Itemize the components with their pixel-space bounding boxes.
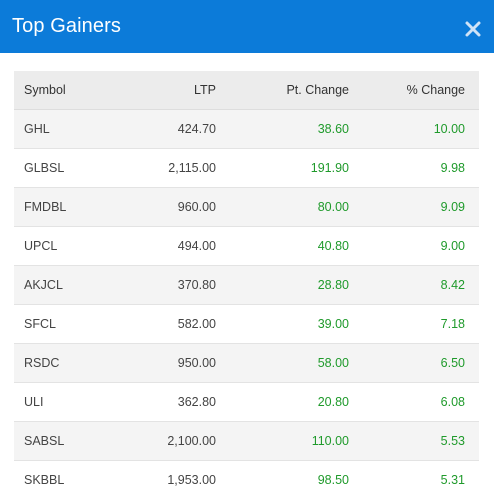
col-header-ltp[interactable]: LTP [125, 71, 230, 110]
cell-ltp: 362.80 [125, 382, 230, 422]
cell-pct-change: 9.00 [363, 226, 479, 266]
table-row[interactable]: SKBBL 1,953.00 98.50 5.31 [14, 460, 479, 498]
table-row[interactable]: GHL 424.70 38.60 10.00 [14, 109, 479, 149]
close-icon[interactable] [464, 20, 482, 38]
table-row[interactable]: RSDC 950.00 58.00 6.50 [14, 343, 479, 383]
cell-pt-change: 40.80 [230, 226, 363, 266]
cell-ltp: 370.80 [125, 265, 230, 305]
cell-pct-change: 10.00 [363, 109, 479, 149]
cell-pct-change: 9.09 [363, 187, 479, 227]
cell-pct-change: 6.50 [363, 343, 479, 383]
cell-symbol[interactable]: GLBSL [14, 148, 125, 188]
cell-pct-change: 7.18 [363, 304, 479, 344]
cell-symbol[interactable]: SFCL [14, 304, 125, 344]
table-row[interactable]: AKJCL 370.80 28.80 8.42 [14, 265, 479, 305]
cell-pt-change: 110.00 [230, 421, 363, 461]
cell-ltp: 494.00 [125, 226, 230, 266]
cell-ltp: 2,115.00 [125, 148, 230, 188]
col-header-pt-change[interactable]: Pt. Change [230, 71, 363, 110]
cell-pt-change: 28.80 [230, 265, 363, 305]
table-row[interactable]: SFCL 582.00 39.00 7.18 [14, 304, 479, 344]
table-row[interactable]: UPCL 494.00 40.80 9.00 [14, 226, 479, 266]
cell-pt-change: 98.50 [230, 460, 363, 498]
cell-ltp: 582.00 [125, 304, 230, 344]
col-header-pct-change[interactable]: % Change [363, 71, 479, 110]
cell-pct-change: 8.42 [363, 265, 479, 305]
cell-ltp: 1,953.00 [125, 460, 230, 498]
modal-title: Top Gainers [12, 15, 121, 37]
cell-pt-change: 58.00 [230, 343, 363, 383]
cell-pt-change: 20.80 [230, 382, 363, 422]
cell-symbol[interactable]: ULI [14, 382, 125, 422]
cell-symbol[interactable]: UPCL [14, 226, 125, 266]
cell-symbol[interactable]: SABSL [14, 421, 125, 461]
table-row[interactable]: SABSL 2,100.00 110.00 5.53 [14, 421, 479, 461]
table-header-row: Symbol LTP Pt. Change % Change [14, 71, 479, 110]
cell-pt-change: 38.60 [230, 109, 363, 149]
cell-ltp: 424.70 [125, 109, 230, 149]
cell-symbol[interactable]: RSDC [14, 343, 125, 383]
table-row[interactable]: FMDBL 960.00 80.00 9.09 [14, 187, 479, 227]
cell-symbol[interactable]: GHL [14, 109, 125, 149]
cell-symbol[interactable]: SKBBL [14, 460, 125, 498]
cell-symbol[interactable]: AKJCL [14, 265, 125, 305]
cell-ltp: 950.00 [125, 343, 230, 383]
cell-pct-change: 6.08 [363, 382, 479, 422]
table-row[interactable]: GLBSL 2,115.00 191.90 9.98 [14, 148, 479, 188]
modal-body: Symbol LTP Pt. Change % Change GHL 424.7… [0, 53, 494, 498]
modal-header: Top Gainers [0, 0, 494, 53]
cell-pct-change: 5.31 [363, 460, 479, 498]
cell-symbol[interactable]: FMDBL [14, 187, 125, 227]
cell-pt-change: 39.00 [230, 304, 363, 344]
cell-ltp: 960.00 [125, 187, 230, 227]
cell-pct-change: 5.53 [363, 421, 479, 461]
table-row[interactable]: ULI 362.80 20.80 6.08 [14, 382, 479, 422]
cell-pt-change: 80.00 [230, 187, 363, 227]
cell-pct-change: 9.98 [363, 148, 479, 188]
gainers-table: Symbol LTP Pt. Change % Change GHL 424.7… [14, 71, 479, 498]
cell-pt-change: 191.90 [230, 148, 363, 188]
cell-ltp: 2,100.00 [125, 421, 230, 461]
col-header-symbol[interactable]: Symbol [14, 71, 125, 110]
